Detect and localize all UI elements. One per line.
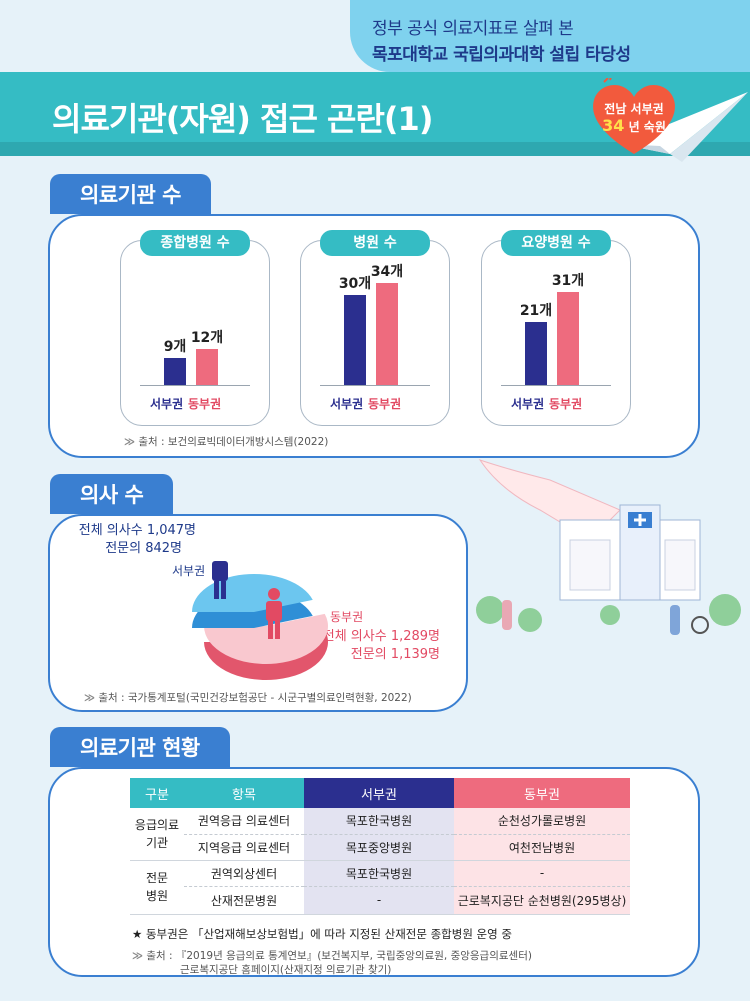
table-source-line1: 출처 : 『2019년 응급의료 통계연보』(보건복지부, 국립중앙의료원, 중… (146, 950, 532, 962)
group-emergency-line2: 기관 (145, 835, 169, 850)
bar-east (196, 349, 218, 385)
legend-west: 서부권 (511, 397, 545, 411)
legend-east: 동부권 (549, 397, 583, 411)
table-cell-west: 목포한국병원 (304, 808, 454, 835)
bar-chart-title: 요양병원 수 (501, 230, 611, 256)
table-source-2: 근로복지공단 홈페이지(산재지정 의료기관 찾기) (180, 964, 392, 976)
pie-label-east: 동부권 (330, 610, 364, 624)
west-specialist: 전문의 842명 (105, 541, 182, 556)
west-person-icon (212, 561, 228, 599)
pie-label-west: 서부권 (172, 564, 206, 578)
section-badge-facilities: 의료기관 수 (50, 174, 211, 214)
table-cell-east: - (454, 860, 630, 887)
heart-text-2: 34 년 숙원 (596, 116, 672, 135)
west-doctor-total: 전체 의사수 1,047명 (78, 523, 196, 538)
bar-value-label: 31개 (551, 273, 585, 289)
header-subtitle-2: 목포대학교 국립의과대학 설립 타당성 (372, 45, 631, 65)
table-footnote-text: 동부권은 「산업재해보상보험법」에 따라 지정된 산재전문 종합병원 운영 중 (145, 927, 512, 941)
heart-icon (593, 78, 675, 154)
bar-west (344, 295, 366, 385)
table-header-west: 서부권 (304, 778, 454, 808)
legend-west: 서부권 (330, 397, 364, 411)
east-person-icon (266, 588, 282, 639)
table-row: 지역응급 의료센터 목포중앙병원 여천전남병원 (130, 834, 630, 861)
bar-axis (320, 385, 430, 386)
hospital-illustration (476, 459, 741, 635)
table-cell-item: 지역응급 의료센터 (184, 834, 304, 861)
facilities-source: ≫ 출처 : 보건의료빅데이터개방시스템(2022) (124, 436, 329, 448)
page-title: 의료기관(자원) 접근 곤란(1) (52, 100, 433, 138)
section-badge-status: 의료기관 현황 (50, 727, 230, 767)
doctors-source-text: 출처 : 국가통계포털(국민건강보험공단 - 시군구별의료인력현황, 2022) (98, 692, 412, 704)
table-cell-east: 여천전남병원 (454, 834, 630, 861)
table-cell-west: 목포한국병원 (304, 860, 454, 887)
group-emergency-line1: 응급의료 (134, 817, 180, 832)
bar-chart-title: 병원 수 (320, 230, 430, 256)
bar-axis (501, 385, 611, 386)
table-cell-west: 목포중앙병원 (304, 834, 454, 861)
header-tab (350, 0, 750, 72)
east-specialist: 전문의 1,139명 (350, 647, 440, 662)
bar-west (525, 322, 547, 385)
table-cell-east: 근로복지공단 순천병원(295병상) (454, 886, 630, 915)
table-header-category: 구분 (130, 778, 184, 808)
bar-east (557, 292, 579, 385)
section-badge-doctors: 의사 수 (50, 474, 174, 514)
doctor-pie-chart (192, 561, 328, 680)
bar-west (164, 358, 186, 385)
table-header-east: 동부권 (454, 778, 630, 808)
table-cell-item: 권역응급 의료센터 (184, 808, 304, 835)
facilities-source-text: 출처 : 보건의료빅데이터개방시스템(2022) (138, 436, 329, 448)
east-doctor-total: 전체 의사수 1,289명 (322, 629, 440, 644)
header-subtitle-1: 정부 공식 의료지표로 살펴 본 (372, 19, 574, 39)
bar-value-label: 30개 (338, 276, 372, 292)
table-source: ≫ 출처 : 『2019년 응급의료 통계연보』(보건복지부, 국립중앙의료원,… (132, 950, 532, 962)
heart-years: 34 (602, 116, 625, 135)
bar-east (376, 283, 398, 385)
bar-chart-title: 종합병원 수 (140, 230, 250, 256)
table-cell-west: - (304, 886, 454, 915)
bar-axis (140, 385, 250, 386)
legend-east: 동부권 (188, 397, 222, 411)
table-row: 산재전문병원 - 근로복지공단 순천병원(295병상) (130, 886, 630, 915)
table-footnote: ★ 동부권은 「산업재해보상보험법」에 따라 지정된 산재전문 종합병원 운영 … (132, 927, 512, 941)
group-specialty-line2: 병원 (145, 889, 169, 903)
heart-text-1: 전남 서부권 (604, 102, 664, 116)
bar-value-label: 34개 (370, 264, 404, 280)
group-specialty-line1: 전문 (145, 871, 169, 885)
table-cell-east: 순천성가롤로병원 (454, 808, 630, 835)
table-cell-item: 산재전문병원 (184, 886, 304, 915)
heart-text-suffix: 년 숙원 (628, 120, 666, 134)
legend-east: 동부권 (368, 397, 402, 411)
legend-west: 서부권 (150, 397, 184, 411)
doctors-source: ≫ 출처 : 국가통계포털(국민건강보험공단 - 시군구별의료인력현황, 202… (84, 692, 412, 704)
bar-value-label: 12개 (190, 330, 224, 346)
bar-value-label: 21개 (519, 303, 553, 319)
bar-value-label: 9개 (163, 339, 187, 355)
table-header-item: 항목 (184, 778, 304, 808)
table-cell-item: 권역외상센터 (184, 860, 304, 887)
